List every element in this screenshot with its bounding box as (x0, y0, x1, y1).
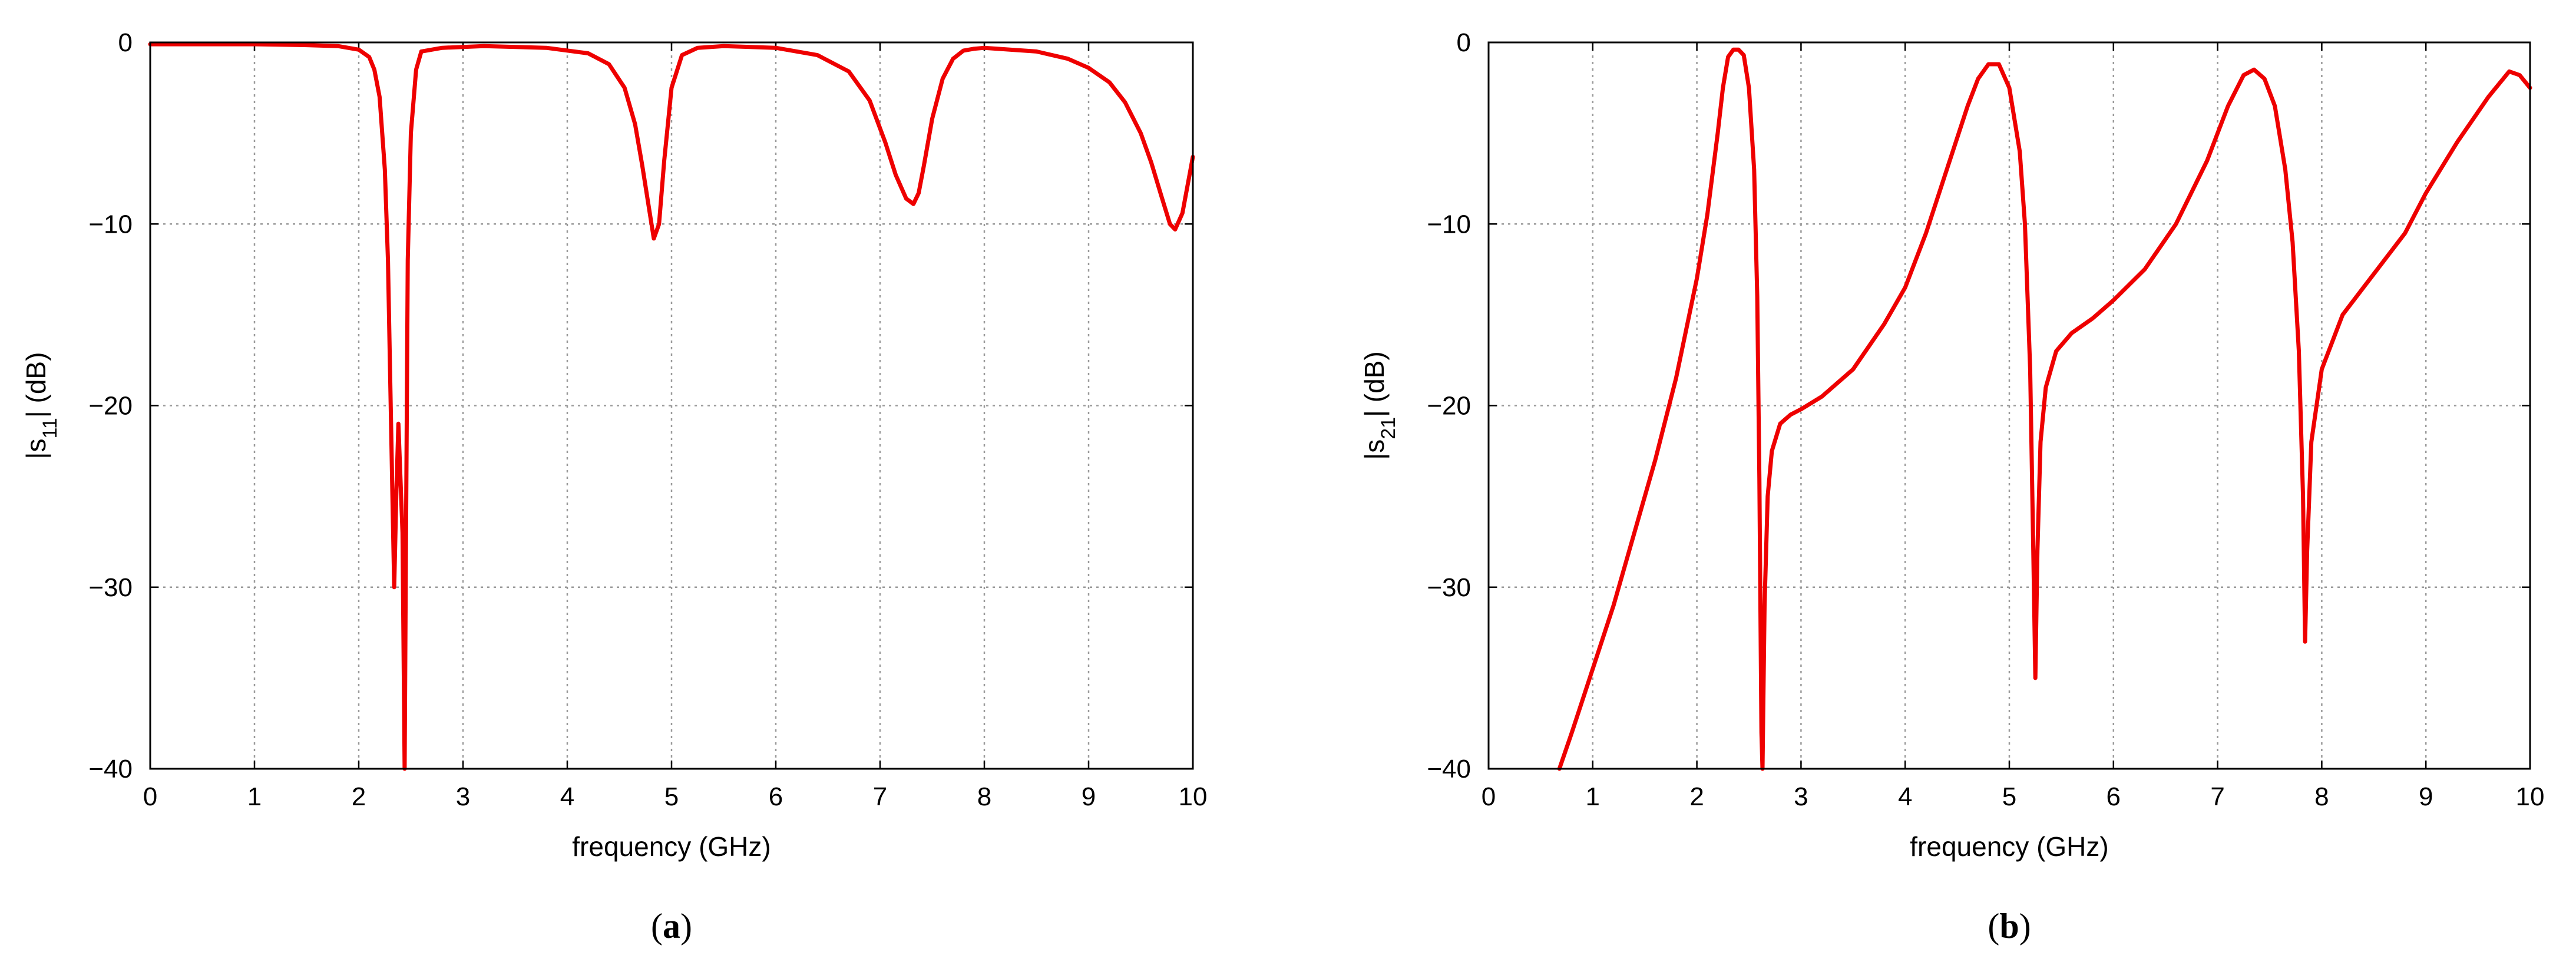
caption-close: ) (680, 907, 692, 946)
x-tick-label: 7 (873, 782, 887, 811)
y-tick-label: −20 (88, 392, 133, 421)
x-tick-label: 0 (1482, 782, 1496, 811)
y-axis-label-suffix: | (dB) (21, 352, 51, 418)
x-tick-label: 0 (143, 782, 157, 811)
x-tick-label: 6 (769, 782, 783, 811)
curve-b (1557, 47, 2532, 771)
x-axis-label-b: frequency (GHz) (1910, 831, 2108, 862)
y-axis-label-subscript: 21 (1377, 417, 1400, 439)
x-tick-label: 10 (2516, 782, 2545, 811)
x-tick-label: 4 (560, 782, 574, 811)
panel-b: 0 1 2 3 4 5 6 7 8 9 10 0 −10 −20 −30 −40 frequency (GHz… (1359, 28, 2544, 946)
x-tick-label: 8 (977, 782, 991, 811)
series-line-b (1557, 47, 2532, 771)
grid-b (1489, 42, 2530, 769)
x-tick-label: 10 (1179, 782, 1208, 811)
x-axis-label-a: frequency (GHz) (572, 831, 771, 862)
y-axis-label-suffix: | (dB) (1359, 351, 1390, 417)
x-tick-label: 6 (2107, 782, 2121, 811)
caption-b: (b) (1988, 907, 2031, 946)
y-axis-label-prefix: |s (21, 438, 51, 459)
x-tick-label: 2 (352, 782, 366, 811)
y-tick-label: 0 (118, 28, 133, 57)
ticks-b: 0 1 2 3 4 5 6 7 8 9 10 0 −10 −20 −30 −40 (1427, 28, 2544, 811)
plot-frame-b (1487, 41, 2531, 770)
x-tick-label: 1 (1586, 782, 1600, 811)
y-axis-label-a: |s11| (dB) (21, 352, 61, 459)
y-tick-label: −30 (1427, 573, 1471, 602)
grid-a (150, 42, 1193, 769)
x-tick-label: 3 (1794, 782, 1808, 811)
caption-open: ( (651, 907, 663, 946)
x-tick-label: 5 (2002, 782, 2016, 811)
y-tick-label: −20 (1427, 392, 1471, 421)
x-tick-label: 2 (1689, 782, 1704, 811)
x-tick-label: 8 (2314, 782, 2329, 811)
y-tick-label: 0 (1457, 28, 1471, 57)
y-tick-label: −40 (1427, 755, 1471, 784)
caption-close: ) (2019, 907, 2031, 946)
x-tick-label: 7 (2210, 782, 2224, 811)
caption-letter: a (663, 907, 680, 946)
panel-a: 0 1 2 3 4 5 6 7 8 9 10 0 −10 −20 −30 −40 frequency (GHz… (21, 28, 1207, 946)
caption-a: (a) (651, 907, 692, 946)
y-tick-label: −40 (88, 755, 133, 784)
x-tick-label: 1 (247, 782, 262, 811)
caption-letter: b (1999, 907, 2019, 946)
x-tick-label: 5 (664, 782, 679, 811)
y-tick-label: −30 (88, 573, 133, 602)
series-line-a (148, 42, 1195, 771)
plot-frame-a (149, 41, 1194, 770)
x-tick-label: 3 (456, 782, 470, 811)
y-axis-label-prefix: |s (1359, 439, 1390, 460)
y-tick-label: −10 (1427, 210, 1471, 239)
x-tick-label: 9 (1082, 782, 1096, 811)
y-tick-label: −10 (88, 210, 133, 239)
curve-a (148, 42, 1195, 771)
y-axis-label-b: |s21| (dB) (1359, 351, 1400, 459)
y-axis-label-subscript: 11 (39, 418, 61, 438)
ticks-a: 0 1 2 3 4 5 6 7 8 9 10 0 −10 −20 −30 −40 (88, 28, 1207, 811)
x-tick-label: 9 (2419, 782, 2433, 811)
x-tick-label: 4 (1898, 782, 1912, 811)
caption-open: ( (1988, 907, 1999, 946)
